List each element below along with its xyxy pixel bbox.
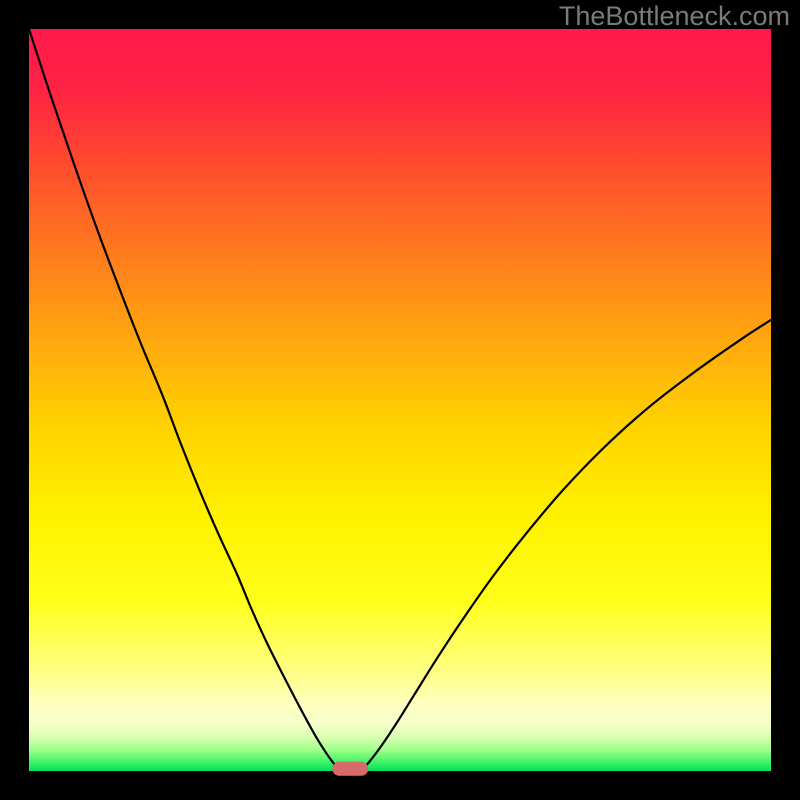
chart-background xyxy=(29,29,771,771)
bottleneck-chart: TheBottleneck.com xyxy=(0,0,800,800)
optimal-point-marker xyxy=(332,762,368,776)
watermark-text: TheBottleneck.com xyxy=(559,1,790,31)
